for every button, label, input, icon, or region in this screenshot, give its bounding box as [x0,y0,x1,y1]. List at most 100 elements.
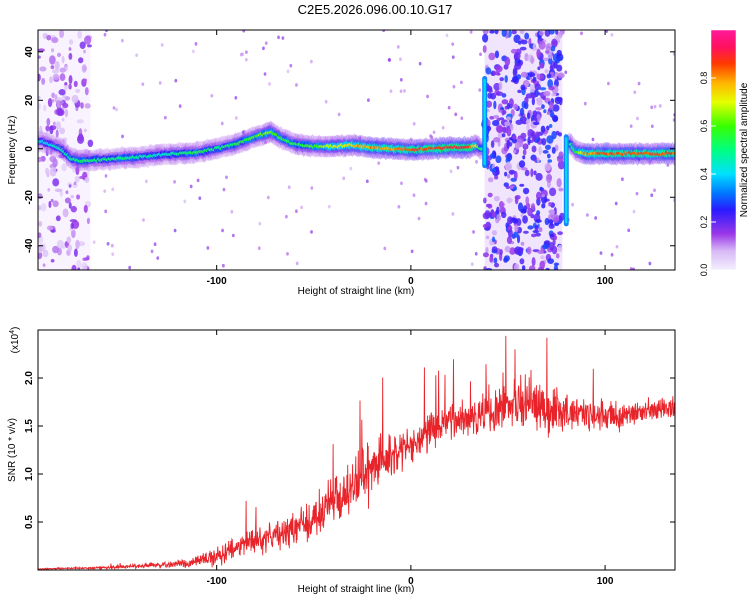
noise-cell [522,205,527,214]
noise-cell [485,235,490,240]
noise-cell [70,222,75,229]
noise-cell [518,40,522,45]
noise-cell [672,52,675,56]
noise-cell [527,225,534,230]
noise-cell [545,267,550,270]
noise-cell [491,230,497,236]
noise-cell [512,134,517,140]
noise-cell [519,183,525,187]
noise-cell [150,249,154,254]
noise-cell [530,130,536,137]
noise-cell [493,71,500,76]
noise-cell [103,32,107,37]
noise-cell [580,31,583,36]
noise-cell [48,200,52,209]
noise-cell [178,104,182,108]
noise-cell [445,33,449,38]
noise-cell [474,252,478,256]
spectrogram-panel: -100 0 100 -40 -20 0 20 40 Height of straight l… [7,29,676,297]
noise-cell [349,166,353,171]
noise-cell [51,98,55,103]
noise-cell [539,62,545,69]
noise-cell [553,216,560,224]
noise-cell [399,57,402,62]
noise-cell [538,227,543,233]
noise-cell [636,116,639,121]
noise-cell [472,230,475,234]
noise-cell [388,58,392,62]
noise-cell [61,163,67,172]
noise-cell [59,73,66,82]
noise-cell [135,53,139,58]
noise-cell [68,39,74,45]
noise-cell [503,255,510,262]
noise-cell [68,202,72,209]
noise-cell [54,188,63,193]
noise-cell [524,101,529,110]
noise-cell [555,56,563,61]
noise-cell [519,107,525,117]
noise-cell [105,30,108,33]
noise-cell [535,191,542,200]
y-tick-label: 0 [24,146,35,152]
noise-cell [486,125,492,132]
noise-cell [489,255,494,263]
noise-cell [494,175,499,180]
noise-cell [70,194,75,199]
noise-cell [397,204,401,209]
noise-cell [67,244,73,252]
noise-cell [535,232,541,237]
noise-cell [507,225,513,231]
noise-cell [528,37,532,46]
noise-cell [220,121,224,126]
noise-cell [191,49,195,54]
noise-cell [52,245,60,254]
noise-cell [418,61,422,66]
noise-cell [234,95,238,100]
noise-cell [627,228,631,233]
noise-cell [538,145,542,155]
noise-cell [610,33,614,37]
noise-cell [491,236,496,243]
noise-cell [72,183,78,189]
noise-cell [81,64,87,73]
noise-cell [544,144,552,150]
noise-cell [485,267,493,270]
noise-cell [513,52,521,60]
noise-cell [552,114,559,123]
noise-cell [571,202,574,207]
noise-cell [635,191,639,196]
noise-cell [615,244,619,249]
noise-cell [522,115,527,124]
noise-cell [54,138,62,145]
noise-cell [73,80,78,88]
noise-cell [545,50,550,54]
noise-cell [377,161,381,165]
noise-cell [266,195,270,200]
spectrogram-axes: -100 0 100 -40 -20 0 20 40 [24,30,675,287]
noise-cell [382,30,386,33]
noise-cell [508,98,514,108]
noise-cell [38,205,42,211]
noise-cell [39,66,47,72]
noise-cell [264,140,268,145]
noise-cell [650,105,654,110]
noise-cell [441,125,445,130]
noise-cell [558,96,563,106]
noise-cell [46,225,54,231]
noise-cell [221,228,224,233]
noise-cell [225,175,228,180]
noise-cell [548,209,556,215]
noise-cell [557,231,563,236]
noise-cell [559,212,565,221]
noise-cell [504,121,511,127]
noise-cell [447,152,451,156]
noise-cell [478,88,482,92]
noise-cell [541,137,547,146]
noise-cell [551,130,557,140]
noise-cell [429,134,432,138]
noise-cell [82,78,88,82]
noise-cell [542,244,548,250]
noise-cell [610,253,614,257]
noise-cell [79,175,86,180]
